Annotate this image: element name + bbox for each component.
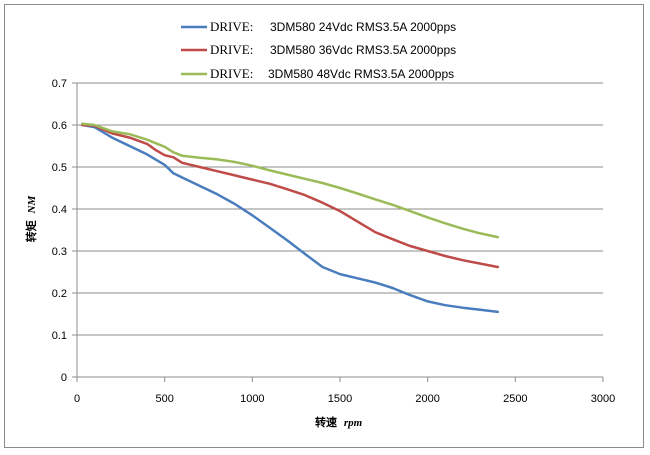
x-axis-unit: rpm — [344, 417, 363, 429]
line-chart: 0 0.1 0.2 0.3 0.4 0.5 0.6 0.7 0 500 1000 1500 2000 2… — [24, 19, 615, 429]
x-axis-title: 转速 rpm — [315, 415, 363, 429]
legend-item-2: DRIVE: 3DM580 36Vdc RMS3.5A 2000pps — [181, 42, 456, 57]
y-tick-label: 0.6 — [52, 120, 67, 132]
y-tick-label: 0.7 — [52, 78, 67, 90]
gridlines — [77, 82, 603, 336]
y-tick-label: 0 — [61, 372, 67, 384]
legend-label: 3DM580 36Vdc RMS3.5A 2000pps — [270, 43, 456, 57]
x-tick-label: 0 — [74, 393, 80, 405]
x-tick-label: 3000 — [591, 393, 615, 405]
series-line-2 — [81, 123, 500, 269]
x-tick-label: 2500 — [503, 393, 527, 405]
series-line-1 — [81, 123, 500, 314]
legend-item-1: DRIVE: 3DM580 24Vdc RMS3.5A 2000pps — [181, 19, 456, 34]
series-lines — [81, 122, 500, 314]
legend-prefix: DRIVE: — [210, 19, 253, 34]
legend: DRIVE: 3DM580 24Vdc RMS3.5A 2000ppsDRIVE:… — [181, 19, 456, 81]
chart-frame: 0 0.1 0.2 0.3 0.4 0.5 0.6 0.7 0 500 1000 1500 2000 2… — [4, 4, 644, 448]
x-tick-labels: 0 500 1000 1500 2000 2500 3000 — [74, 393, 615, 405]
x-tick-label: 1500 — [328, 393, 352, 405]
y-axis-label: 转矩 — [24, 220, 38, 242]
x-axis-label: 转速 — [315, 415, 337, 429]
legend-prefix: DRIVE: — [210, 66, 253, 81]
x-tick-label: 500 — [155, 393, 173, 405]
y-tick-label: 0.3 — [52, 246, 67, 258]
legend-label: 3DM580 48Vdc RMS3.5A 2000pps — [268, 67, 454, 81]
y-tick-label: 0.4 — [52, 204, 67, 216]
series-line-3 — [81, 122, 500, 239]
legend-prefix: DRIVE: — [210, 42, 253, 57]
legend-item-3: DRIVE: 3DM580 48Vdc RMS3.5A 2000pps — [181, 66, 454, 81]
axes — [72, 82, 604, 382]
y-tick-labels: 0 0.1 0.2 0.3 0.4 0.5 0.6 0.7 — [52, 78, 67, 384]
y-tick-label: 0.2 — [52, 288, 67, 300]
legend-label: 3DM580 24Vdc RMS3.5A 2000pps — [270, 20, 456, 34]
y-tick-label: 0.5 — [52, 162, 67, 174]
x-tick-label: 2000 — [415, 393, 439, 405]
y-axis-title: 转矩 NM — [24, 195, 38, 243]
y-tick-label: 0.1 — [52, 330, 67, 342]
y-axis-unit: NM — [26, 195, 38, 215]
x-tick-label: 1000 — [240, 393, 264, 405]
